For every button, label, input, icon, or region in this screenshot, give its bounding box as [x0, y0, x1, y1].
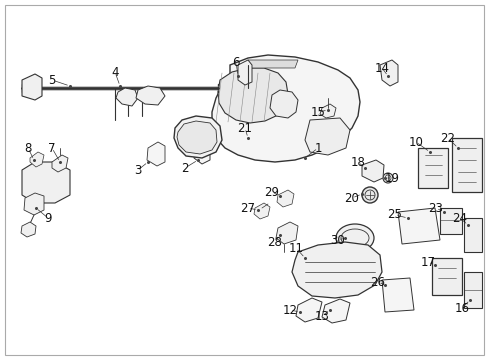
Polygon shape — [22, 74, 42, 100]
Text: 13: 13 — [314, 310, 329, 323]
Text: 25: 25 — [387, 208, 402, 221]
Polygon shape — [24, 193, 44, 215]
Text: 6: 6 — [232, 55, 239, 68]
Polygon shape — [379, 60, 397, 86]
Text: 16: 16 — [453, 302, 468, 315]
Text: 23: 23 — [427, 202, 443, 215]
Polygon shape — [174, 116, 222, 158]
Polygon shape — [319, 104, 335, 118]
Polygon shape — [136, 86, 164, 105]
Text: 27: 27 — [240, 202, 255, 215]
Text: 21: 21 — [237, 122, 252, 135]
Text: 20: 20 — [344, 192, 359, 204]
Text: 11: 11 — [288, 242, 303, 255]
Text: 10: 10 — [408, 135, 423, 148]
Text: 8: 8 — [24, 141, 32, 154]
Polygon shape — [177, 121, 217, 154]
Text: 7: 7 — [48, 141, 56, 154]
Polygon shape — [275, 222, 297, 244]
Polygon shape — [439, 208, 461, 234]
Polygon shape — [212, 55, 359, 162]
Polygon shape — [417, 148, 447, 188]
Text: 1: 1 — [314, 141, 321, 154]
Polygon shape — [451, 138, 481, 192]
Polygon shape — [30, 152, 44, 167]
Text: 4: 4 — [111, 66, 119, 78]
Text: 2: 2 — [181, 162, 188, 175]
Polygon shape — [22, 162, 70, 203]
Ellipse shape — [335, 224, 373, 252]
Text: 15: 15 — [310, 105, 325, 118]
Polygon shape — [361, 160, 383, 182]
Polygon shape — [305, 118, 349, 155]
Text: 3: 3 — [134, 163, 142, 176]
Polygon shape — [116, 88, 138, 106]
Text: 14: 14 — [374, 62, 389, 75]
Text: 28: 28 — [267, 235, 282, 248]
Text: 29: 29 — [264, 185, 279, 198]
Text: 22: 22 — [440, 131, 454, 144]
Text: 17: 17 — [420, 256, 435, 269]
Polygon shape — [321, 299, 349, 323]
Polygon shape — [431, 258, 461, 295]
Text: 12: 12 — [282, 303, 297, 316]
Text: 9: 9 — [44, 211, 52, 225]
Polygon shape — [247, 60, 297, 68]
Polygon shape — [463, 272, 481, 308]
Polygon shape — [276, 190, 293, 207]
Circle shape — [361, 187, 377, 203]
Text: 24: 24 — [451, 211, 467, 225]
Text: 5: 5 — [48, 73, 56, 86]
Text: 18: 18 — [350, 156, 365, 168]
Polygon shape — [218, 68, 287, 123]
Polygon shape — [21, 222, 36, 237]
Text: 30: 30 — [330, 234, 345, 247]
Polygon shape — [147, 142, 164, 166]
Polygon shape — [269, 90, 297, 118]
Text: 26: 26 — [370, 275, 385, 288]
Polygon shape — [253, 203, 269, 219]
Polygon shape — [463, 218, 481, 252]
Polygon shape — [397, 208, 439, 244]
Polygon shape — [295, 298, 321, 322]
Polygon shape — [291, 242, 381, 298]
Text: 19: 19 — [384, 171, 399, 184]
Circle shape — [382, 173, 392, 183]
Polygon shape — [194, 142, 209, 164]
Polygon shape — [52, 155, 68, 172]
Polygon shape — [238, 60, 251, 85]
Polygon shape — [381, 278, 413, 312]
